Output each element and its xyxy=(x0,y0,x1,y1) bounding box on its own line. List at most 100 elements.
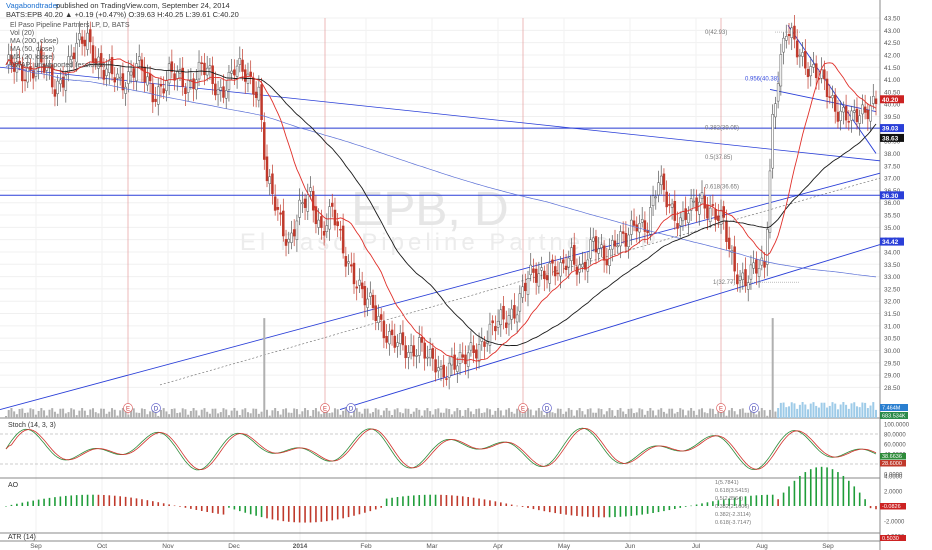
candle-body xyxy=(611,240,614,250)
time-tick-label: May xyxy=(558,543,571,550)
candle-body xyxy=(15,61,19,73)
candle-body xyxy=(673,201,677,221)
stoch-tick-label: 100.0000 xyxy=(884,423,910,429)
study-line-2: MA (200, close) xyxy=(10,38,59,45)
candle-body xyxy=(760,257,764,266)
fib-label: 0.956(40.38) xyxy=(745,76,779,82)
candle-body xyxy=(502,305,505,320)
volume-bar xyxy=(72,409,75,418)
volume-bar xyxy=(518,408,521,418)
candle-body xyxy=(689,198,693,211)
candle-body xyxy=(10,54,13,66)
ao-bar xyxy=(282,506,285,522)
volume-bar xyxy=(312,409,315,418)
volume-bar xyxy=(673,413,676,418)
candle-body xyxy=(295,220,299,240)
volume-bar xyxy=(858,407,861,418)
volume-bar xyxy=(747,412,750,418)
price-tick-label: 43.50 xyxy=(884,16,901,23)
ao-bar xyxy=(119,496,121,506)
candle-body xyxy=(613,240,617,247)
candle-body xyxy=(801,52,804,57)
candle-body xyxy=(290,232,293,243)
volume-bar xyxy=(461,415,464,418)
candle-body xyxy=(306,194,310,212)
candle-body xyxy=(176,71,179,79)
price-tick-label: 29.50 xyxy=(884,360,901,367)
ao-bar xyxy=(864,499,866,506)
volume-bar xyxy=(15,414,18,418)
volume-bar xyxy=(290,412,293,418)
ao-bar xyxy=(184,506,187,508)
ao-bar xyxy=(152,501,154,506)
volume-bar xyxy=(431,414,434,418)
candle-body xyxy=(853,110,856,113)
ao-bar xyxy=(239,506,241,512)
volume-bar xyxy=(665,413,668,418)
price-tick-label: 40.00 xyxy=(884,102,901,109)
candle-body xyxy=(654,196,658,199)
volume-bar xyxy=(146,414,149,418)
ao-bar xyxy=(124,496,127,506)
ao-bar xyxy=(347,506,350,518)
candle-body xyxy=(833,94,837,112)
candle-body xyxy=(219,87,223,91)
ao-bar xyxy=(701,503,703,506)
candle-body xyxy=(325,225,329,232)
ao-bar xyxy=(364,506,366,513)
volume-bar xyxy=(834,403,837,418)
price-tick-label: 39.50 xyxy=(884,114,901,121)
volume-bar xyxy=(698,409,701,418)
volume-bar xyxy=(423,410,426,418)
stoch-k-line xyxy=(5,427,877,471)
volume-bar xyxy=(475,408,478,418)
candle-body xyxy=(216,89,220,95)
candle-body xyxy=(624,233,628,247)
volume-badge-label: 683.534K xyxy=(882,414,906,420)
ao-bar xyxy=(641,506,643,515)
atr-badge-label: 0.5030 xyxy=(882,536,899,542)
volume-bar xyxy=(679,408,682,418)
candle-body xyxy=(298,199,301,218)
candle-body xyxy=(124,86,127,94)
volume-bar xyxy=(45,415,48,418)
candle-body xyxy=(374,305,377,321)
candle-body xyxy=(118,76,122,79)
ao-bar xyxy=(695,504,698,506)
volume-bar xyxy=(124,411,127,418)
ao-bar xyxy=(48,497,51,506)
ao-fib-label: 0.382(-2.3114) xyxy=(715,512,751,518)
price-tick-label: 28.50 xyxy=(884,385,901,392)
ao-fib-label: 0.5(2.8564) xyxy=(715,496,743,502)
price-tick-label: 37.50 xyxy=(884,163,901,170)
candle-body xyxy=(42,63,46,73)
candle-body xyxy=(447,362,451,378)
volume-bar xyxy=(24,412,27,418)
volume-bar xyxy=(151,408,154,418)
candle-body xyxy=(515,314,519,323)
volume-bar xyxy=(847,408,850,418)
volume-bar xyxy=(562,413,565,418)
price-tick-label: 35.50 xyxy=(884,213,901,220)
event-marker-label: E xyxy=(323,407,327,413)
ao-tick-label: 4.0000 xyxy=(884,474,903,480)
candle-body xyxy=(592,237,595,242)
volume-bar xyxy=(586,409,589,418)
candle-body xyxy=(186,80,190,93)
candle-body xyxy=(534,268,538,283)
volume-bar xyxy=(592,412,595,418)
volume-bar xyxy=(162,408,165,418)
volume-bar xyxy=(573,415,576,418)
volume-bar xyxy=(796,408,799,418)
volume-bar xyxy=(92,408,94,418)
volume-bar xyxy=(138,412,141,418)
volume-bar xyxy=(361,413,364,418)
ao-bar xyxy=(826,467,828,506)
volume-bar xyxy=(203,408,206,418)
candle-body xyxy=(110,57,114,75)
candle-body xyxy=(790,27,793,38)
ao-bar xyxy=(342,506,344,519)
candle-body xyxy=(45,65,49,71)
publisher-name[interactable]: Vagabondtrader xyxy=(6,1,60,10)
ao-bar xyxy=(168,504,170,506)
